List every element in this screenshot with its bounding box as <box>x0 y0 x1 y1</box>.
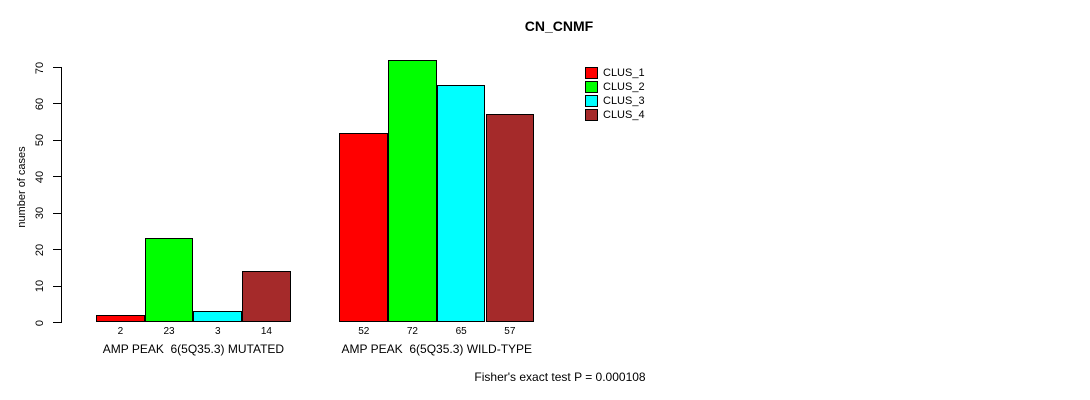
y-axis-tick <box>53 212 61 214</box>
y-axis-tick <box>53 139 61 141</box>
bar-value-label: 72 <box>406 326 418 337</box>
y-axis-tick-label: 0 <box>34 319 46 326</box>
legend-item-clus_3: CLUS_3 <box>585 94 645 108</box>
bar-value-label: 57 <box>504 326 516 337</box>
y-axis-tick-label: 10 <box>34 279 46 293</box>
y-axis-tick-label: 70 <box>34 61 46 74</box>
y-axis-tick-label: 40 <box>34 170 46 183</box>
group-label: AMP PEAK 6(5Q35.3) MUTATED <box>102 342 285 356</box>
y-axis-tick <box>53 322 61 323</box>
y-axis-tick-label: 30 <box>34 207 46 220</box>
bar-value-label: 65 <box>455 326 467 337</box>
legend-swatch-icon <box>585 109 598 121</box>
legend-item-clus_1: CLUS_1 <box>585 66 645 80</box>
legend-label: CLUS_1 <box>603 67 645 79</box>
legend-swatch-icon <box>585 67 598 79</box>
legend-swatch-icon <box>585 81 598 93</box>
y-axis-tick <box>53 285 61 287</box>
bar-clus_1-group1 <box>96 314 145 322</box>
bar-clus_3-group1 <box>193 311 243 322</box>
y-axis-tick <box>53 103 61 105</box>
legend-item-clus_4: CLUS_4 <box>585 108 645 122</box>
y-axis-tick <box>53 67 61 68</box>
y-axis-tick <box>53 176 61 178</box>
legend-label: CLUS_2 <box>603 81 645 93</box>
legend-label: CLUS_4 <box>603 109 645 121</box>
legend-item-clus_2: CLUS_2 <box>585 80 645 94</box>
chart-title: CN_CNMF <box>524 18 594 34</box>
bar-clus_1-group2 <box>339 132 389 322</box>
y-axis-tick <box>53 249 61 251</box>
legend-label: CLUS_3 <box>603 95 645 107</box>
bar-value-label: 14 <box>260 326 272 337</box>
bar-clus_2-group1 <box>144 238 194 322</box>
bar-clus_2-group2 <box>388 59 437 322</box>
fisher-test-annotation: Fisher's exact test P = 0.000108 <box>474 370 646 384</box>
bar-clus_4-group2 <box>485 114 535 322</box>
y-axis-label: number of cases <box>16 146 28 228</box>
bar-value-label: 2 <box>117 326 124 337</box>
y-axis-tick-label: 20 <box>34 243 46 256</box>
bar-value-label: 23 <box>163 326 175 337</box>
bar-clus_4-group1 <box>242 271 291 322</box>
y-axis-tick-label: 50 <box>34 134 46 147</box>
legend-swatch-icon <box>585 95 598 107</box>
bar-clus_3-group2 <box>436 85 486 322</box>
y-axis-tick-label: 60 <box>34 97 46 111</box>
bar-value-label: 3 <box>214 326 221 337</box>
group-label: AMP PEAK 6(5Q35.3) WILD-TYPE <box>341 342 533 356</box>
y-axis-line <box>61 67 62 323</box>
bar-value-label: 52 <box>358 326 370 337</box>
legend: CLUS_1 CLUS_2 CLUS_3 CLUS_4 <box>585 66 645 122</box>
